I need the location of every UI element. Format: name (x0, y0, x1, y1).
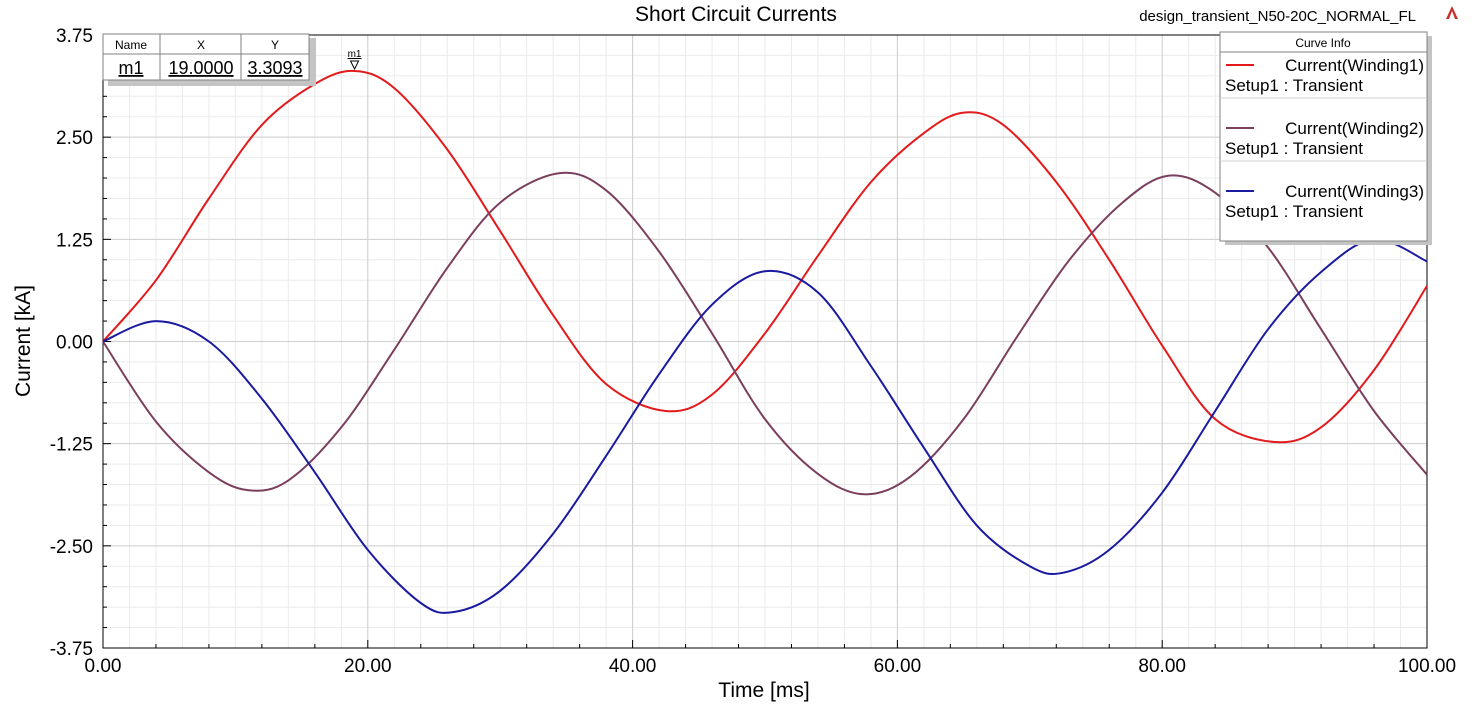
legend-series-setup: Setup1 : Transient (1225, 139, 1363, 158)
legend-series-setup: Setup1 : Transient (1225, 202, 1363, 221)
x-tick-label: 60.00 (874, 656, 922, 677)
marker-m1-point[interactable]: m1 (348, 49, 362, 71)
legend-series-name[interactable]: Current(Winding2) (1285, 119, 1424, 138)
series-line-winding1[interactable] (102, 69, 1428, 444)
x-tick-label: 100.00 (1398, 656, 1456, 677)
marker-x-cell[interactable]: 19.0000 (168, 58, 233, 78)
legend-series-name[interactable]: Current(Winding1) (1285, 56, 1424, 75)
chart-title: Short Circuit Currents (635, 3, 837, 26)
series-line-winding3[interactable] (102, 238, 1428, 614)
legend-series-name[interactable]: Current(Winding3) (1285, 182, 1424, 201)
y-tick-label: 3.75 (56, 26, 93, 47)
y-tick-label: -3.75 (50, 639, 93, 660)
marker-m1-triangle[interactable] (349, 60, 360, 71)
y-tick-label: 1.25 (56, 230, 93, 251)
series-lines[interactable] (102, 69, 1428, 614)
y-tick-label: 0.00 (56, 333, 93, 354)
legend-title: Curve Info (1295, 36, 1351, 50)
marker-header-name: Name (115, 38, 147, 52)
y-axis-title: Current [kA] (12, 285, 35, 397)
marker-table[interactable]: Name X Y m1 19.0000 3.3093 (102, 33, 316, 86)
series-line-winding2[interactable] (102, 171, 1428, 496)
y-tick-label: 2.50 (56, 128, 93, 149)
ansys-logo-icon (1446, 6, 1458, 19)
legend[interactable]: Curve Info Current(Winding1)Setup1 : Tra… (1219, 31, 1432, 245)
marker-m1-label: m1 (348, 49, 362, 60)
marker-y-cell[interactable]: 3.3093 (247, 58, 302, 78)
marker-name-cell[interactable]: m1 (118, 58, 143, 78)
design-name: design_transient_N50-20C_NORMAL_FL (1139, 8, 1416, 25)
x-tick-label: 20.00 (344, 656, 392, 677)
legend-series-setup: Setup1 : Transient (1225, 76, 1363, 95)
x-tick-label: 0.00 (85, 656, 122, 677)
grid (103, 35, 1427, 648)
axes: 0.00 20.00 40.00 60.00 80.00 100.00 3.75 2.50 1.… (50, 26, 1456, 677)
x-tick-label: 80.00 (1138, 656, 1186, 677)
marker-header-y: Y (271, 38, 279, 52)
x-tick-label: 40.00 (609, 656, 657, 677)
y-tick-label: -2.50 (50, 537, 93, 558)
marker-header-x: X (197, 38, 205, 52)
x-axis-title: Time [ms] (718, 679, 809, 702)
y-tick-label: -1.25 (50, 435, 93, 456)
